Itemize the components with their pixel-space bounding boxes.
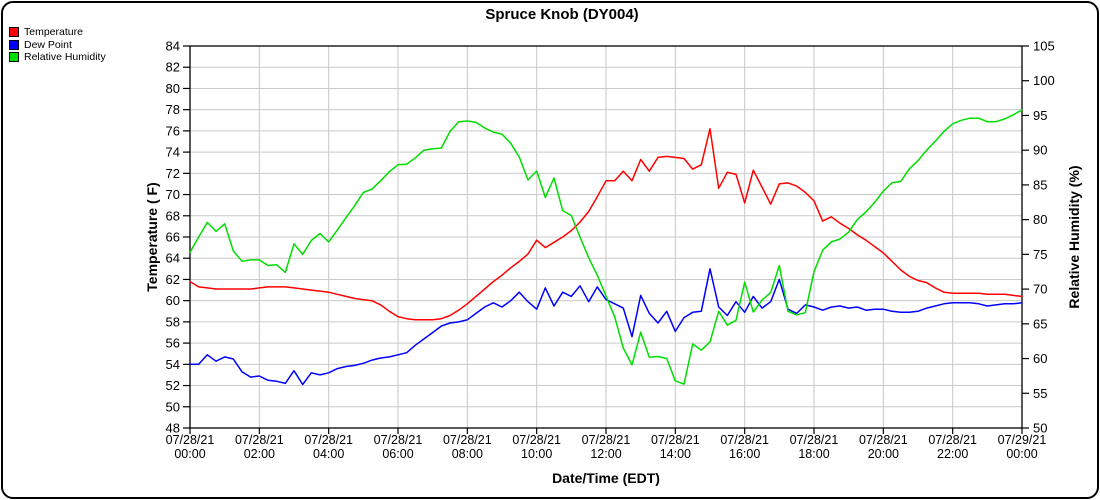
temperature-line — [189, 128, 1023, 321]
y-right-tick-label: 100 — [1033, 73, 1055, 88]
temperature-swatch — [9, 27, 19, 38]
y-left-tick-label: 56 — [166, 336, 180, 351]
x-tick-date: 07/28/21 — [512, 433, 561, 447]
y-left-tick-label: 76 — [166, 123, 180, 138]
y-right-tick-label: 55 — [1033, 386, 1047, 401]
x-tick-date: 07/28/21 — [859, 433, 908, 447]
y-left-tick-label: 60 — [166, 293, 180, 308]
legend-label: Dew Point — [24, 38, 72, 51]
x-tick-date: 07/28/21 — [304, 433, 353, 447]
x-axis-title: Date/Time (EDT) — [552, 470, 660, 486]
x-tick-time: 06:00 — [382, 447, 413, 461]
dew-point-swatch — [9, 39, 19, 50]
y-right-tick-label: 105 — [1033, 39, 1055, 54]
x-tick-time: 04:00 — [313, 447, 344, 461]
x-tick-date: 07/28/21 — [720, 433, 769, 447]
y-left-tick-label: 84 — [166, 39, 180, 54]
legend: Temperature Dew Point Relative Humidity — [9, 26, 106, 64]
x-tick-time: 00:00 — [174, 447, 205, 461]
x-tick-time: 00:00 — [1006, 447, 1037, 461]
x-tick-date: 07/28/21 — [166, 433, 215, 447]
y-right-tick-label: 95 — [1033, 108, 1047, 123]
legend-item-dew-point: Dew Point — [9, 39, 106, 52]
x-tick-date: 07/28/21 — [582, 433, 631, 447]
y-right-tick-label: 65 — [1033, 316, 1047, 331]
x-tick-time: 16:00 — [729, 447, 760, 461]
relative-humidity-line — [189, 109, 1023, 385]
x-tick-time: 02:00 — [244, 447, 275, 461]
y-left-tick-label: 80 — [166, 81, 180, 96]
y-left-tick-label: 62 — [166, 272, 180, 287]
y-left-tick-label: 72 — [166, 166, 180, 181]
y-left-tick-label: 50 — [166, 399, 180, 414]
y-right-tick-label: 75 — [1033, 247, 1047, 262]
y-right-tick-label: 60 — [1033, 351, 1047, 366]
x-tick-time: 10:00 — [521, 447, 552, 461]
chart-title: Spruce Knob (DY004) — [485, 6, 639, 23]
x-tick-date: 07/29/21 — [998, 433, 1047, 447]
y-axis-left-title: Temperature ( F) — [144, 182, 160, 292]
x-tick-date: 07/28/21 — [928, 433, 977, 447]
x-tick-date: 07/28/21 — [443, 433, 492, 447]
dew-point-line — [189, 268, 1023, 386]
y-right-tick-label: 85 — [1033, 177, 1047, 192]
x-tick-date: 07/28/21 — [235, 433, 284, 447]
legend-item-temperature: Temperature — [9, 26, 106, 39]
x-tick-time: 12:00 — [590, 447, 621, 461]
y-left-tick-label: 74 — [166, 145, 180, 160]
y-left-tick-label: 78 — [166, 102, 180, 117]
x-tick-date: 07/28/21 — [374, 433, 423, 447]
y-left-tick-label: 58 — [166, 314, 180, 329]
y-left-tick-label: 48 — [166, 421, 180, 436]
legend-label: Temperature — [24, 26, 83, 39]
legend-item-relative-humidity: Relative Humidity — [9, 51, 106, 64]
y-axis-right-title: Relative Humidity (%) — [1066, 165, 1082, 309]
legend-label: Relative Humidity — [24, 51, 106, 64]
x-tick-time: 14:00 — [660, 447, 691, 461]
y-left-tick-label: 68 — [166, 208, 180, 223]
x-tick-date: 07/28/21 — [790, 433, 839, 447]
y-right-tick-label: 90 — [1033, 143, 1047, 158]
x-tick-time: 20:00 — [868, 447, 899, 461]
y-left-tick-label: 52 — [166, 378, 180, 393]
y-left-tick-label: 66 — [166, 230, 180, 245]
x-tick-time: 22:00 — [937, 447, 968, 461]
y-right-tick-label: 80 — [1033, 212, 1047, 227]
y-left-tick-label: 70 — [166, 187, 180, 202]
x-tick-date: 07/28/21 — [651, 433, 700, 447]
y-right-tick-label: 50 — [1033, 421, 1047, 436]
x-tick-time: 18:00 — [798, 447, 829, 461]
relative-humidity-swatch — [9, 52, 19, 63]
y-right-tick-label: 70 — [1033, 282, 1047, 297]
y-left-tick-label: 64 — [166, 251, 180, 266]
x-tick-time: 08:00 — [452, 447, 483, 461]
y-left-tick-label: 82 — [166, 60, 180, 75]
y-left-tick-label: 54 — [166, 357, 180, 372]
